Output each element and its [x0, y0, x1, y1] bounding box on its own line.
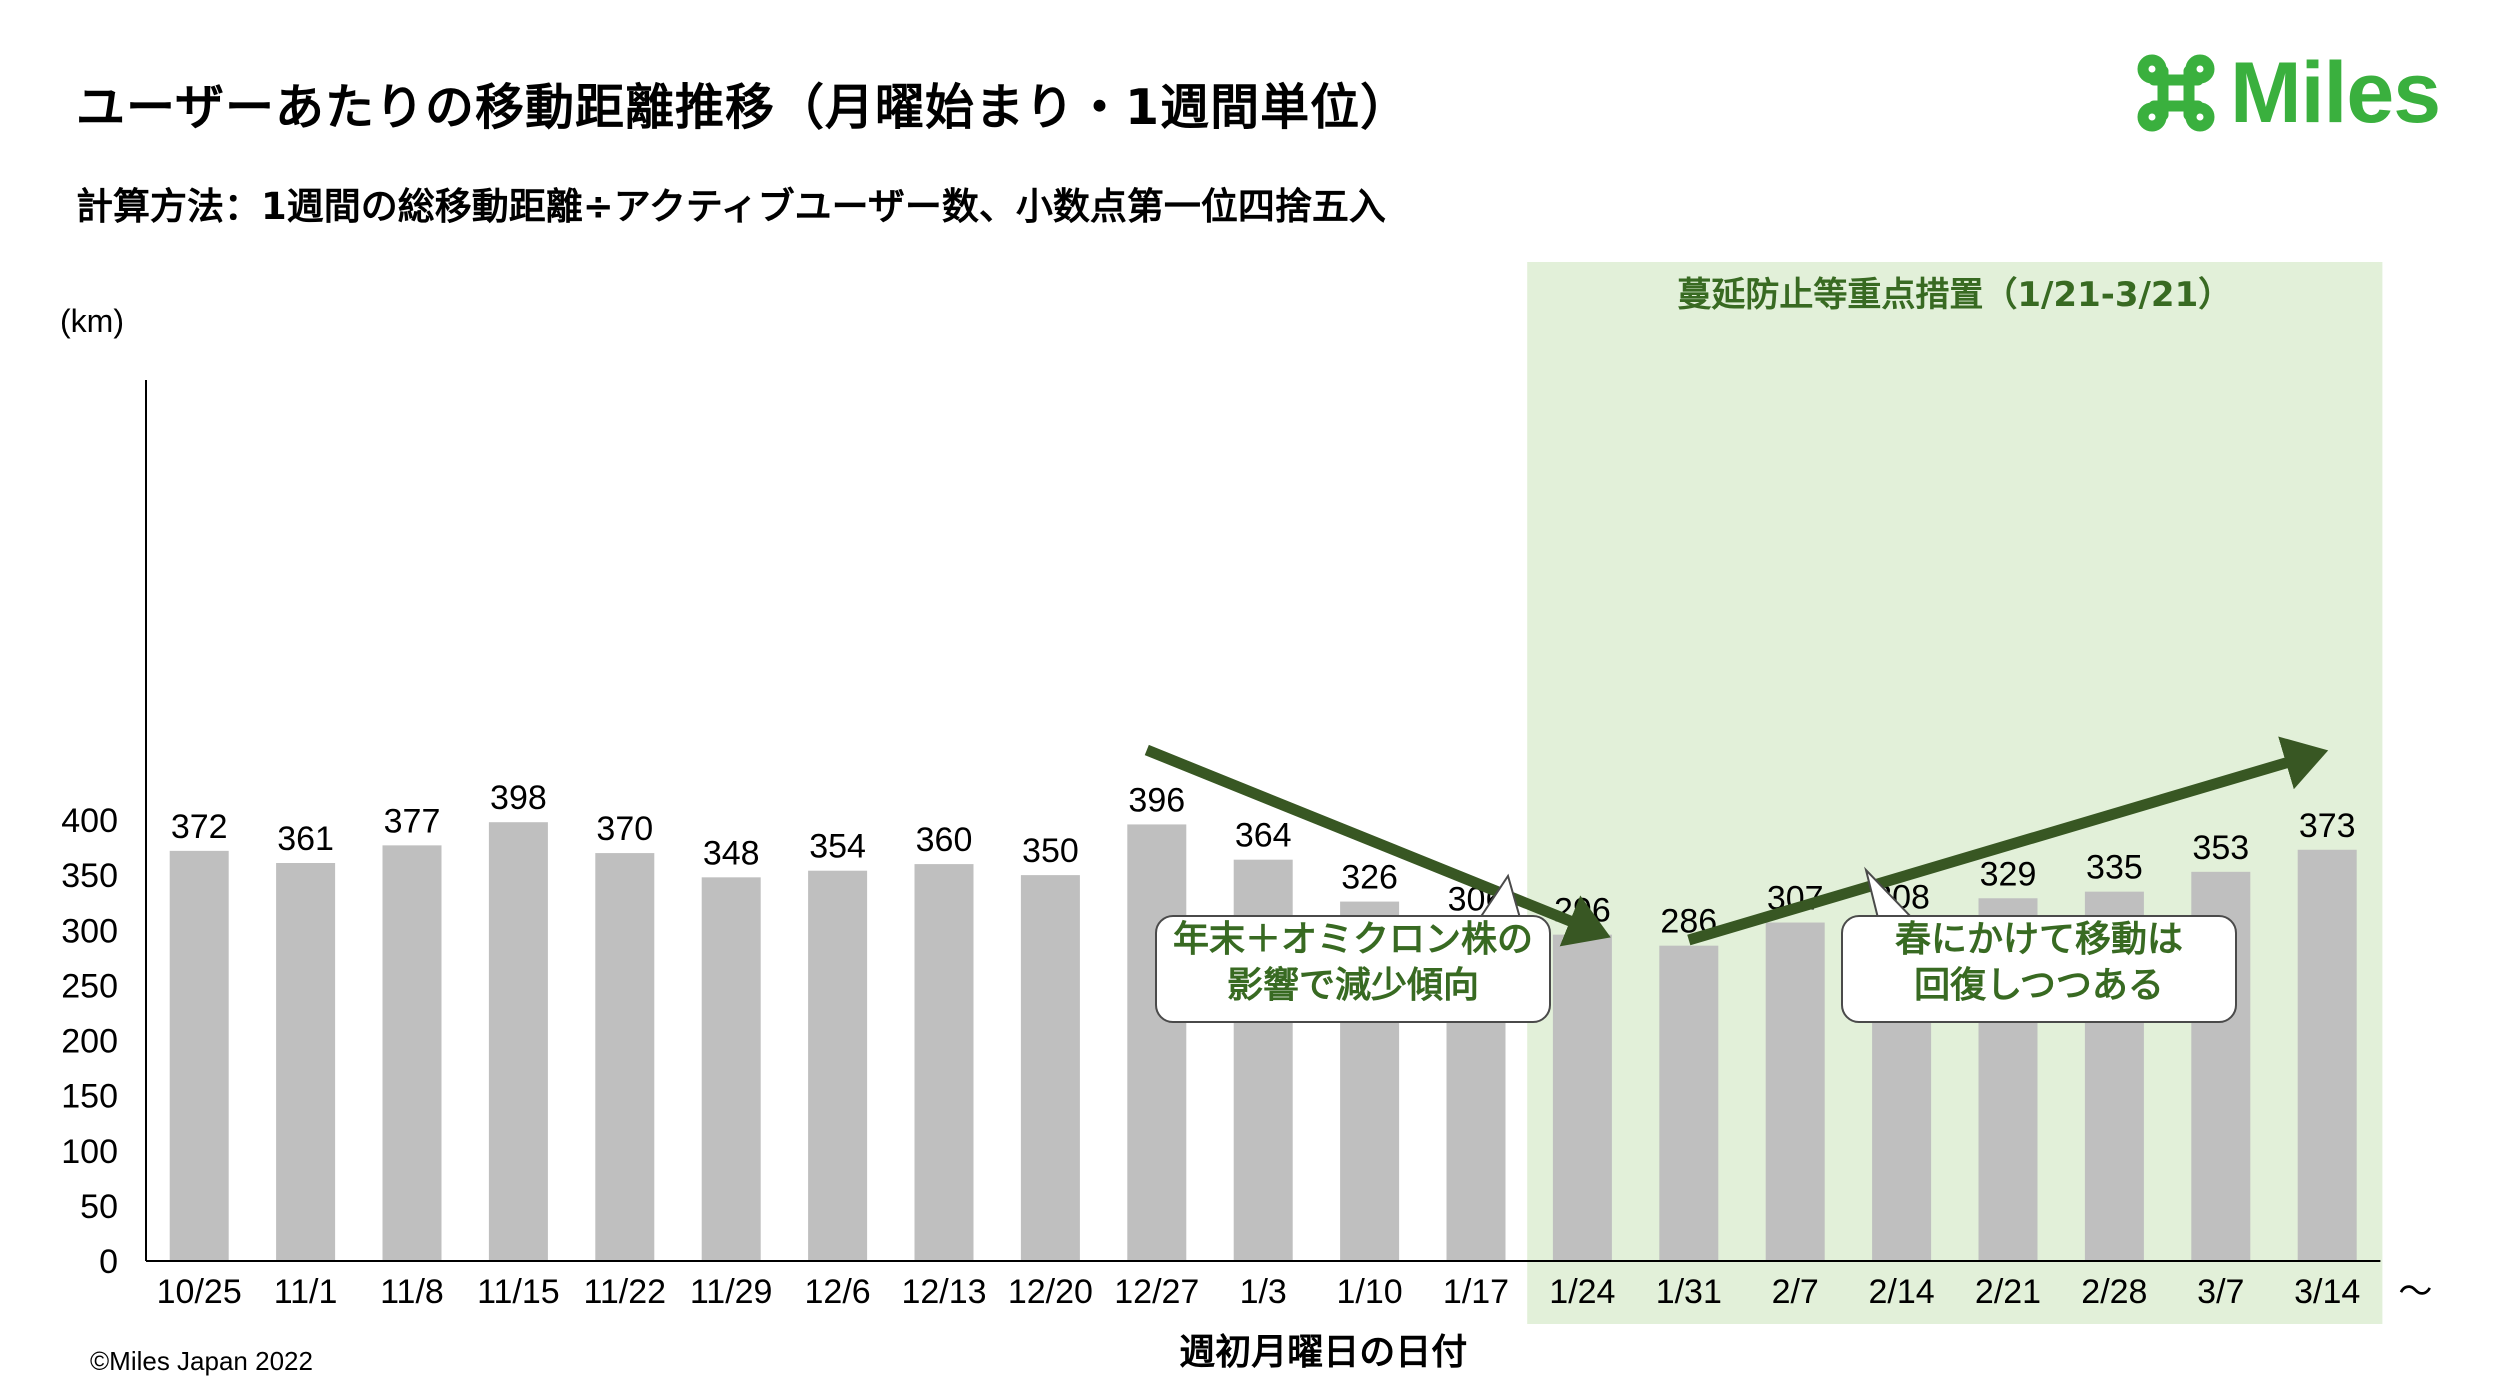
- data-label: 353: [2192, 829, 2249, 867]
- y-tick-label: 0: [99, 1243, 118, 1281]
- data-label: 354: [809, 828, 866, 866]
- bar: [1127, 824, 1187, 1261]
- highlight-band: [1527, 262, 2383, 1324]
- bar: [701, 877, 761, 1261]
- x-tick-label: 1/24: [1549, 1273, 1615, 1311]
- y-tick-label: 50: [80, 1188, 118, 1226]
- bar: [382, 845, 442, 1261]
- x-axis-label: 週初月曜日の日付: [1179, 1332, 1467, 1373]
- annotation-decline: 年末＋オミクロン株の 影響で減少傾向: [1155, 915, 1551, 1023]
- bar: [1659, 945, 1719, 1261]
- bar: [1552, 934, 1612, 1261]
- x-axis-ticks: 10/25 11/1 11/8 11/15 11/22 11/29 12/6 12/13 12/…: [157, 1273, 2361, 1311]
- bar: [808, 870, 868, 1261]
- annotation-decline-line-1: 年末＋オミクロン株の: [1172, 919, 1533, 960]
- annotation-recovery-line-2: 回復しつつある: [1914, 965, 2164, 1006]
- x-tick-label: 12/20: [1008, 1273, 1093, 1311]
- trend-up-arrow: [1687, 736, 2329, 946]
- data-label: 335: [2086, 849, 2143, 887]
- x-tick-label: 2/14: [1869, 1273, 1935, 1311]
- y-tick-label: 250: [61, 967, 118, 1005]
- x-tick-label: 10/25: [157, 1273, 242, 1311]
- copyright: ©Miles Japan 2022: [90, 1346, 313, 1376]
- y-tick-label: 200: [61, 1023, 118, 1061]
- bar: [595, 853, 655, 1261]
- x-tick-label: 2/21: [1975, 1273, 2041, 1311]
- x-tick-label: 2/7: [1772, 1273, 1819, 1311]
- x-tick-label: 12/6: [805, 1273, 871, 1311]
- data-label: 373: [2299, 807, 2356, 845]
- trend-down-arrow: [1144, 744, 1611, 947]
- x-tick-label: 12/27: [1114, 1273, 1199, 1311]
- y-axis-ticks: 0 50 100 150 200 250 300 350 400: [61, 802, 118, 1281]
- x-tick-label: 3/7: [2197, 1273, 2244, 1311]
- logo-text: Miles: [2230, 44, 2441, 141]
- data-label: 329: [1980, 855, 2037, 893]
- data-label: 361: [277, 820, 334, 858]
- x-tick-label: 11/22: [584, 1273, 667, 1311]
- bar: [488, 822, 548, 1261]
- x-tick-label: 11/8: [380, 1273, 444, 1311]
- x-tick-label: 2/28: [2081, 1273, 2147, 1311]
- brand-logo: Miles: [2134, 45, 2441, 141]
- page-title: ユーザーあたりの移動距離推移（月曜始まり・1週間単位）: [76, 79, 1411, 136]
- data-label: 364: [1235, 817, 1292, 855]
- bar: [169, 850, 229, 1261]
- data-label: 350: [1022, 832, 1079, 870]
- bar: [1020, 875, 1080, 1261]
- data-label: 370: [596, 810, 653, 848]
- command-icon: [2137, 54, 2215, 132]
- x-tick-label: 12/13: [901, 1273, 986, 1311]
- bar: [914, 864, 974, 1261]
- x-tick-label: 1/3: [1240, 1273, 1287, 1311]
- y-tick-label: 350: [61, 857, 118, 895]
- x-tick-label: 11/29: [690, 1273, 773, 1311]
- x-tick-label: 1/17: [1443, 1273, 1509, 1311]
- y-tick-label: 100: [61, 1133, 118, 1171]
- y-tick-label: 400: [61, 802, 118, 840]
- x-tick-label: 11/1: [274, 1273, 338, 1311]
- y-tick-label: 150: [61, 1078, 118, 1116]
- page-subtitle: 計算方法：1週間の総移動距離÷アクティブユーザー数、小数点第一位四捨五入: [76, 185, 1386, 228]
- annotation-recovery: 春にかけて移動は 回復しつつある: [1841, 915, 2237, 1023]
- highlight-band-label: 蔓延防止等重点措置（1/21-3/21）: [1677, 275, 2232, 315]
- x-axis-end-mark: 〜: [2398, 1272, 2432, 1312]
- x-tick-label: 1/31: [1656, 1273, 1722, 1311]
- bar: [1765, 922, 1825, 1261]
- data-label: 326: [1341, 859, 1398, 897]
- annotation-recovery-line-1: 春にかけて移動は: [1894, 919, 2183, 960]
- data-label: 360: [916, 821, 973, 859]
- data-label: 377: [384, 802, 441, 840]
- bar: [276, 862, 336, 1261]
- data-label: 372: [171, 808, 228, 846]
- y-axis-label: (km): [60, 303, 124, 339]
- x-tick-label: 11/15: [477, 1273, 560, 1311]
- data-label: 348: [703, 834, 760, 872]
- x-tick-label: 1/10: [1337, 1273, 1403, 1311]
- x-tick-label: 3/14: [2294, 1273, 2360, 1311]
- bar: [2297, 849, 2357, 1261]
- y-tick-label: 300: [61, 912, 118, 950]
- annotation-decline-line-2: 影響で減少傾向: [1226, 965, 1479, 1006]
- data-label: 398: [490, 779, 547, 817]
- data-label: 396: [1128, 781, 1185, 819]
